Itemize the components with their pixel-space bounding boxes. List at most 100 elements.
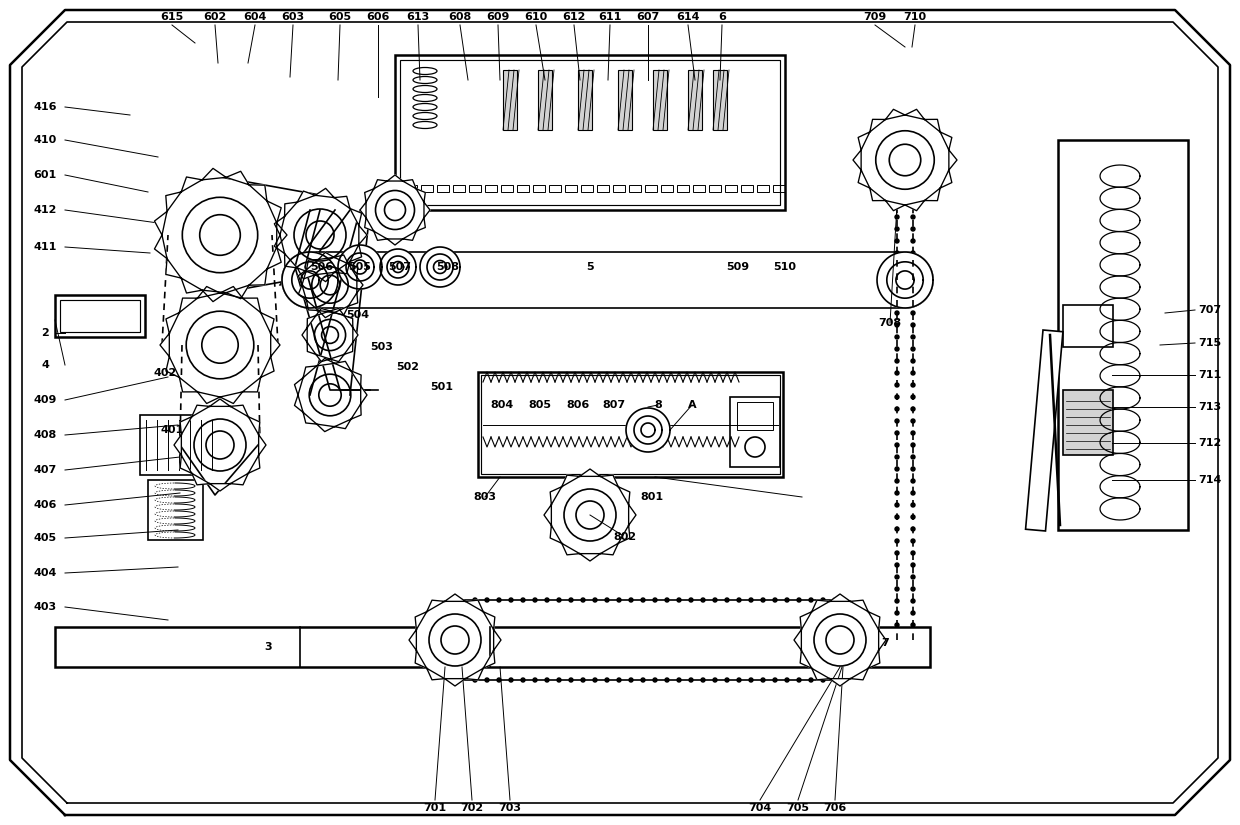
Bar [538, 70, 552, 130]
Polygon shape [306, 311, 353, 359]
Bar [469, 185, 481, 192]
Polygon shape [350, 244, 362, 262]
Circle shape [911, 275, 915, 279]
Text: 602: 602 [203, 12, 227, 22]
Text: 603: 603 [281, 12, 305, 22]
Polygon shape [351, 370, 361, 386]
Bar [582, 185, 593, 192]
Bar [148, 480, 203, 540]
Polygon shape [415, 650, 427, 668]
Bar [60, 300, 140, 332]
Polygon shape [274, 235, 285, 253]
Polygon shape [905, 109, 925, 120]
Polygon shape [285, 253, 298, 268]
Circle shape [895, 275, 899, 279]
Polygon shape [365, 189, 373, 202]
Circle shape [521, 598, 525, 602]
Polygon shape [905, 200, 925, 210]
Polygon shape [445, 594, 465, 601]
Text: 407: 407 [33, 465, 57, 475]
Text: 408: 408 [33, 430, 57, 440]
Polygon shape [166, 356, 180, 377]
Polygon shape [335, 419, 351, 429]
Polygon shape [248, 455, 260, 474]
Circle shape [895, 443, 899, 447]
Circle shape [629, 678, 632, 682]
Polygon shape [851, 600, 868, 611]
Circle shape [911, 599, 915, 603]
Polygon shape [335, 262, 350, 274]
Circle shape [895, 587, 899, 591]
Circle shape [713, 678, 717, 682]
Circle shape [773, 598, 777, 602]
Text: 8: 8 [655, 400, 662, 410]
Text: 713: 713 [1198, 402, 1221, 412]
Circle shape [895, 479, 899, 483]
Text: 4: 4 [41, 360, 48, 370]
Circle shape [833, 598, 837, 602]
Polygon shape [180, 455, 192, 474]
Polygon shape [365, 180, 425, 240]
Circle shape [895, 503, 899, 507]
Bar [477, 372, 782, 477]
Polygon shape [319, 252, 334, 260]
Circle shape [895, 599, 899, 603]
Bar [661, 185, 673, 192]
Bar [677, 185, 689, 192]
Bar [503, 70, 517, 130]
Circle shape [895, 215, 899, 219]
Polygon shape [298, 268, 315, 279]
Text: 607: 607 [636, 12, 660, 22]
Polygon shape [335, 196, 350, 209]
Circle shape [785, 678, 789, 682]
Text: 5: 5 [587, 262, 594, 272]
Bar [485, 185, 497, 192]
Polygon shape [858, 170, 869, 188]
Polygon shape [298, 363, 362, 427]
Polygon shape [345, 342, 353, 355]
Text: 807: 807 [603, 400, 625, 410]
Polygon shape [155, 211, 167, 235]
Circle shape [911, 371, 915, 375]
Polygon shape [226, 285, 249, 299]
Circle shape [797, 598, 801, 602]
Circle shape [911, 491, 915, 495]
Polygon shape [868, 611, 880, 629]
Circle shape [472, 678, 477, 682]
Polygon shape [427, 668, 445, 680]
Circle shape [593, 598, 596, 602]
Polygon shape [358, 225, 367, 244]
Polygon shape [243, 377, 260, 392]
Bar [401, 60, 780, 205]
Circle shape [895, 467, 899, 471]
Bar [1025, 330, 1063, 531]
Text: 405: 405 [33, 533, 57, 543]
Polygon shape [174, 435, 181, 455]
Circle shape [911, 467, 915, 471]
Text: 802: 802 [614, 532, 636, 542]
Circle shape [773, 678, 777, 682]
Circle shape [895, 371, 899, 375]
Circle shape [725, 678, 729, 682]
Text: 409: 409 [33, 395, 57, 405]
Circle shape [895, 227, 899, 231]
Text: 7: 7 [882, 638, 889, 648]
Text: 502: 502 [397, 362, 419, 372]
Text: 702: 702 [460, 803, 484, 813]
Bar [618, 70, 632, 130]
Polygon shape [800, 600, 880, 680]
Text: 710: 710 [904, 12, 926, 22]
Circle shape [911, 479, 915, 483]
Text: 6: 6 [718, 12, 725, 22]
Text: 709: 709 [863, 12, 887, 22]
Bar [742, 185, 753, 192]
Polygon shape [373, 231, 387, 240]
Text: A: A [688, 400, 697, 410]
Polygon shape [306, 300, 319, 310]
Circle shape [911, 443, 915, 447]
Circle shape [761, 678, 765, 682]
Text: 804: 804 [490, 400, 513, 410]
Polygon shape [330, 309, 345, 316]
Polygon shape [294, 395, 303, 412]
Text: 715: 715 [1198, 338, 1221, 348]
